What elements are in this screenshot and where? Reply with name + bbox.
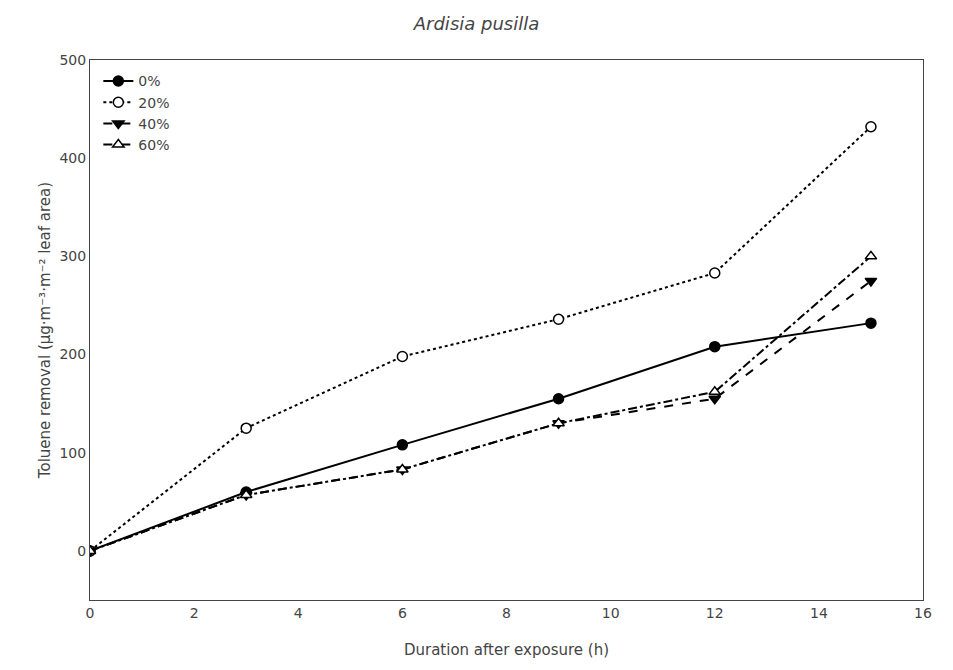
svg-text:500: 500 [59, 52, 86, 68]
svg-text:200: 200 [59, 346, 86, 362]
svg-text:300: 300 [59, 248, 86, 264]
svg-text:Toluene removal (μg·m⁻³·m⁻² le: Toluene removal (μg·m⁻³·m⁻² leaf area) [36, 182, 54, 479]
svg-text:8: 8 [502, 605, 511, 621]
svg-text:0: 0 [86, 605, 95, 621]
svg-text:4: 4 [294, 605, 303, 621]
svg-text:20%: 20% [138, 95, 169, 111]
svg-text:400: 400 [59, 150, 86, 166]
svg-text:Ardisia pusilla: Ardisia pusilla [413, 13, 540, 34]
svg-text:6: 6 [398, 605, 407, 621]
svg-text:2: 2 [190, 605, 199, 621]
svg-text:12: 12 [706, 605, 724, 621]
svg-text:0%: 0% [138, 73, 160, 89]
svg-text:0: 0 [77, 543, 86, 559]
svg-text:40%: 40% [138, 116, 169, 132]
svg-text:14: 14 [810, 605, 828, 621]
svg-text:Duration after exposure (h): Duration after exposure (h) [404, 641, 609, 659]
svg-text:16: 16 [914, 605, 932, 621]
svg-text:10: 10 [602, 605, 620, 621]
svg-text:60%: 60% [138, 137, 169, 153]
svg-text:100: 100 [59, 445, 86, 461]
